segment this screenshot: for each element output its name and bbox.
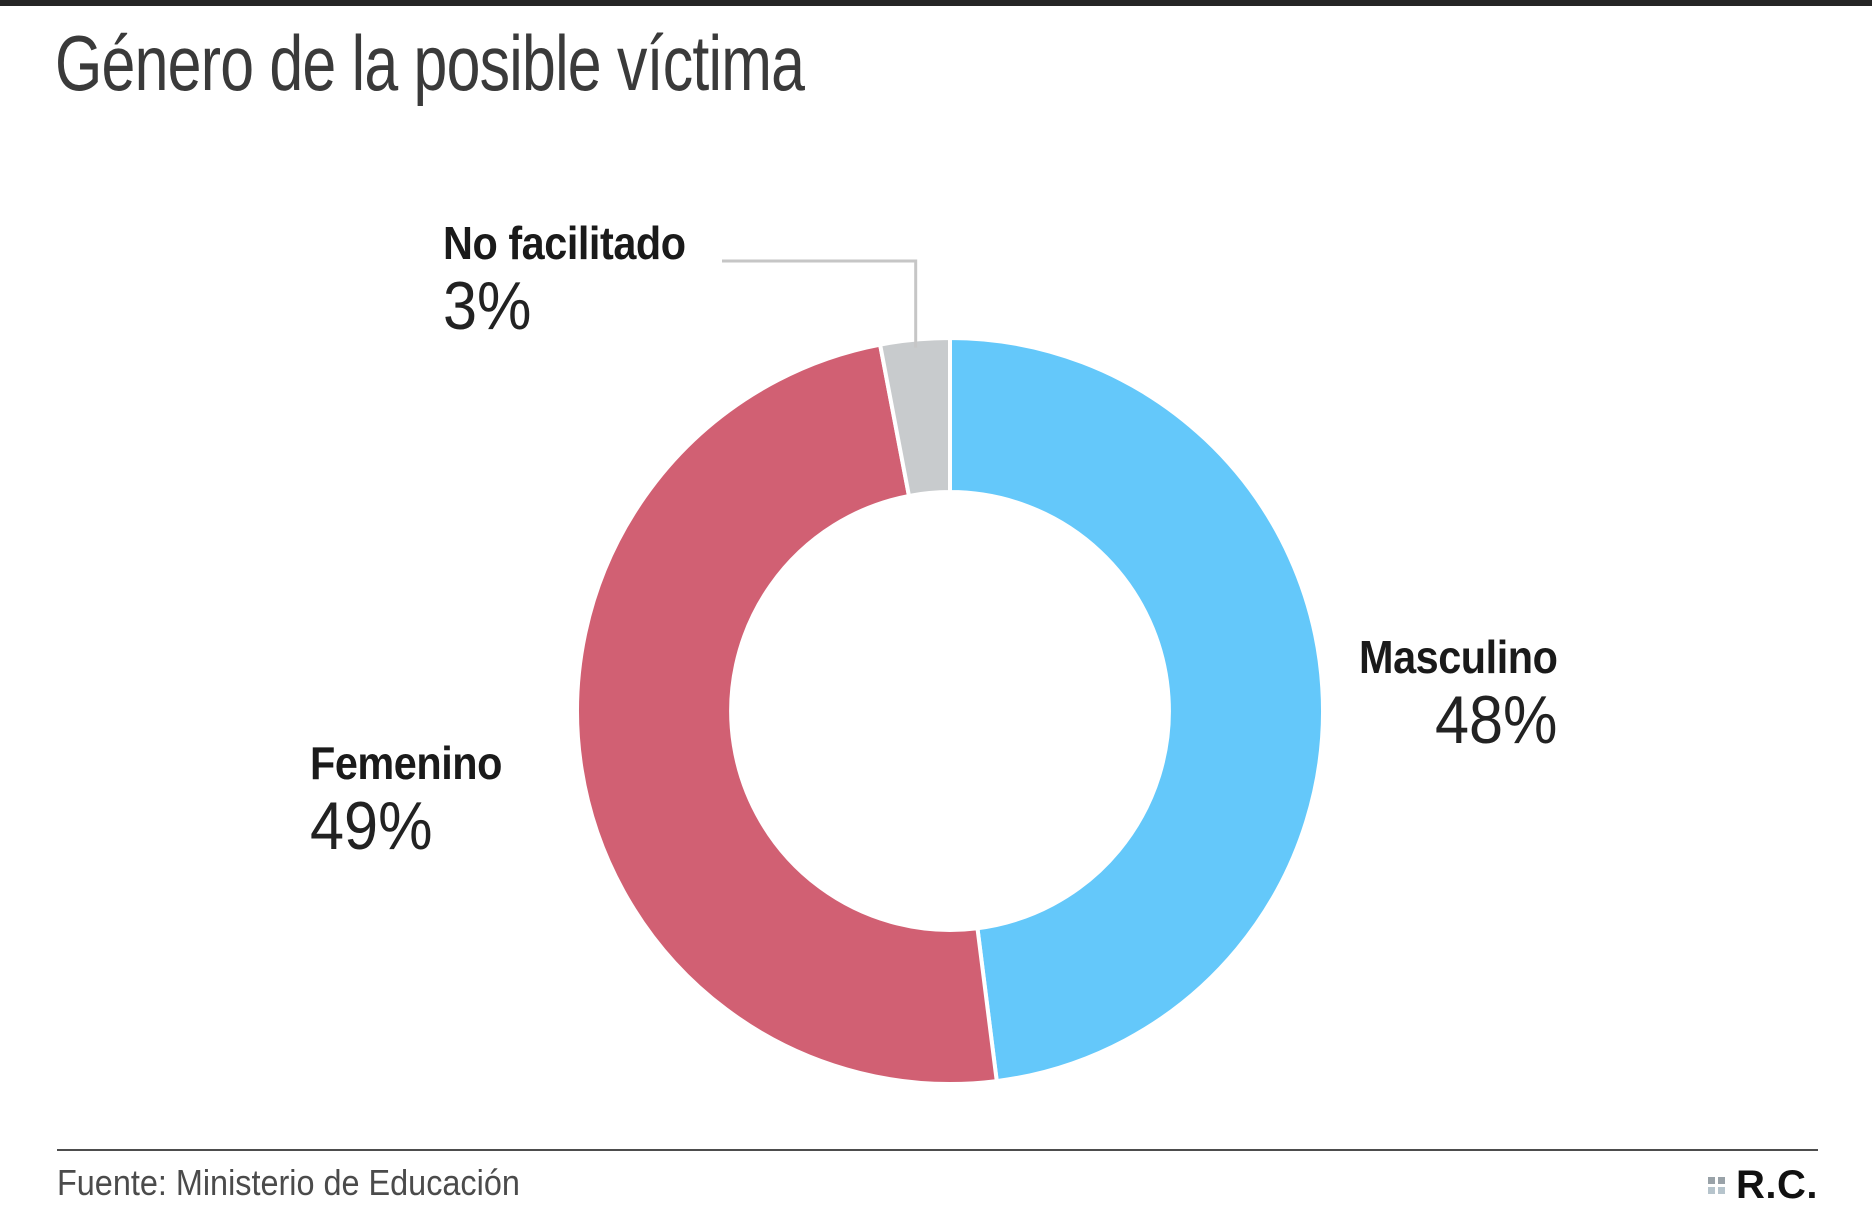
chart-title: Género de la posible víctima <box>55 19 805 107</box>
slice-label-no-facilitado: No facilitado <box>443 217 686 269</box>
leader-line-no-facilitado <box>722 259 918 348</box>
brand-squares-icon <box>1708 1177 1725 1194</box>
source-text: Fuente: Ministerio de Educación <box>57 1162 520 1203</box>
callout-femenino: Femenino 49% <box>310 737 502 864</box>
slice-percent-no-facilitado: 3% <box>443 267 532 344</box>
donut-slice-no-facilitado <box>877 335 952 499</box>
footer-divider <box>57 1149 1818 1151</box>
brand-logo: R.C. <box>1708 1163 1818 1208</box>
slice-label-femenino: Femenino <box>310 737 502 789</box>
brand-square <box>1718 1187 1725 1194</box>
top-accent-bar <box>0 0 1872 6</box>
slice-percent-masculino: 48% <box>1434 681 1557 758</box>
slice-percent-femenino: 49% <box>310 787 433 864</box>
donut-slice-femenino <box>575 342 999 1086</box>
brand-square <box>1718 1177 1725 1184</box>
callout-masculino: Masculino 48% <box>1358 631 1558 758</box>
slice-label-masculino: Masculino <box>1358 631 1558 683</box>
brand-square <box>1708 1187 1715 1194</box>
brand-name: R.C. <box>1736 1163 1818 1207</box>
brand-square <box>1708 1177 1715 1184</box>
donut-slice-masculino <box>948 335 1325 1084</box>
callout-no-facilitado: No facilitado 3% <box>443 217 686 344</box>
